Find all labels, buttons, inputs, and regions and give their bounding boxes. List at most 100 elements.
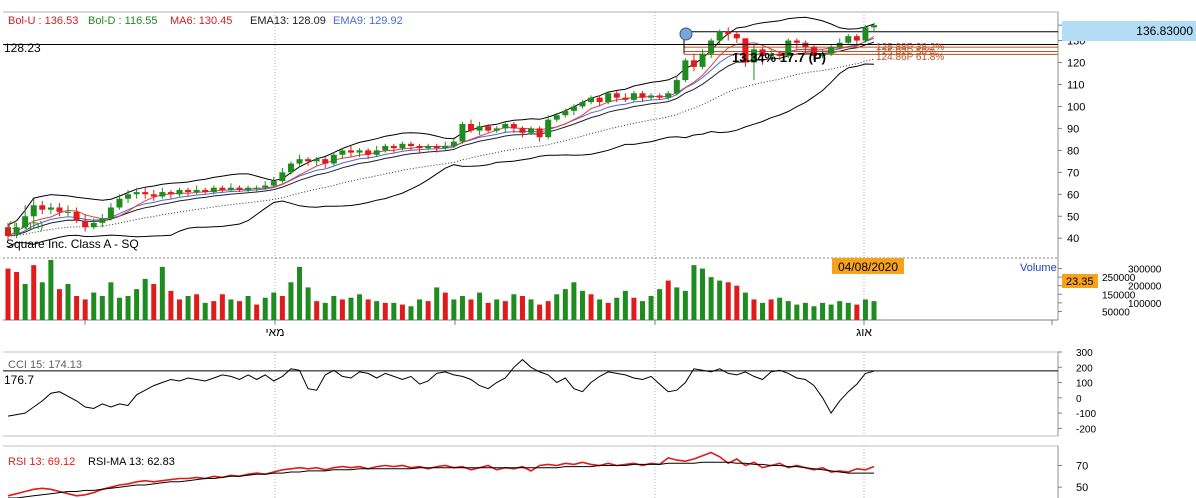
volume-bar-64 <box>554 294 560 320</box>
candle-body-39 <box>339 150 346 155</box>
candle-body-73 <box>630 93 637 100</box>
candle-body-66 <box>570 106 577 111</box>
price-reference-value: 128.23 <box>4 41 41 55</box>
left-marker-label: (1 תנא) <box>8 220 43 232</box>
volume-bar-42 <box>365 299 371 320</box>
volume-bar-28 <box>245 296 251 320</box>
price-candles <box>5 22 877 241</box>
volume-bar-25 <box>219 294 225 320</box>
volume-bar-83 <box>717 280 723 320</box>
volume-bar-77 <box>665 280 671 320</box>
candle-body-26 <box>227 187 234 190</box>
price-tick-label-90: 90 <box>1067 123 1079 135</box>
candle-body-61 <box>528 128 535 133</box>
volume-bar-11 <box>99 296 105 320</box>
volume-bar-76 <box>657 289 663 320</box>
price-legend: Bol-U : 136.53 Bol-D : 116.55 MA6: 130.4… <box>8 15 403 27</box>
volume-bar-69 <box>597 299 603 320</box>
candle-body-89 <box>768 53 775 56</box>
candle-body-30 <box>262 185 269 188</box>
candle-body-77 <box>665 93 672 98</box>
volume-bar-90 <box>777 297 783 320</box>
volume-bar-12 <box>108 282 114 320</box>
legend-bol-d: Bol-D : 116.55 <box>88 15 158 27</box>
candle-body-2 <box>22 216 29 228</box>
candle-body-82 <box>708 40 715 54</box>
candle-body-70 <box>605 93 612 103</box>
volume-bar-4 <box>39 282 45 320</box>
volume-title: Volume <box>1020 262 1057 274</box>
candle-body-78 <box>673 80 680 94</box>
volume-bar-45 <box>391 302 397 320</box>
candle-body-98 <box>845 36 852 43</box>
volume-bar-6 <box>56 289 62 320</box>
volume-bar-55 <box>477 292 483 320</box>
candle-body-44 <box>382 145 389 151</box>
candle-body-13 <box>116 198 123 208</box>
candle-body-36 <box>313 159 320 162</box>
candle-body-35 <box>305 159 312 162</box>
candle-body-72 <box>622 97 629 100</box>
ema13-line <box>7 41 875 237</box>
candle-body-22 <box>193 189 200 193</box>
candle-body-52 <box>450 141 457 146</box>
volume-bar-47 <box>408 306 414 320</box>
cci-tick-label-3: 0 <box>1076 394 1082 405</box>
instrument-label: Square Inc. Class A - SQ <box>6 237 139 251</box>
candle-body-27 <box>236 187 243 190</box>
bollinger-lower-line <box>7 63 875 248</box>
candle-body-56 <box>485 126 492 131</box>
candle-body-54 <box>468 124 475 131</box>
candle-body-63 <box>545 119 552 138</box>
price-tick-label-60: 60 <box>1067 189 1079 201</box>
volume-bar-29 <box>254 304 260 320</box>
volume-tick-label-300000: 300000 <box>1128 265 1162 276</box>
candle-body-80 <box>690 60 697 67</box>
rsi-legend: RSI 13: 69.12 <box>8 456 75 468</box>
candle-body-55 <box>476 126 483 131</box>
volume-bar-85 <box>734 285 740 320</box>
volume-bar-36 <box>314 301 320 320</box>
cci-tick-label-1: 200 <box>1076 363 1093 374</box>
volume-bar-1 <box>14 272 20 320</box>
volume-bar-78 <box>674 287 680 320</box>
candle-body-99 <box>853 36 860 41</box>
candle-body-37 <box>322 159 329 164</box>
volume-bar-68 <box>588 294 594 320</box>
volume-bar-9 <box>82 299 88 320</box>
candle-body-10 <box>90 222 97 228</box>
volume-bar-23 <box>202 302 208 320</box>
volume-bar-15 <box>134 289 140 320</box>
candle-body-51 <box>442 145 449 149</box>
candle-body-40 <box>347 150 354 153</box>
cci-tick-label-0: 300 <box>1076 348 1093 359</box>
candle-body-32 <box>279 172 286 182</box>
volume-bar-5 <box>48 260 54 320</box>
candle-body-38 <box>330 154 337 164</box>
cci-tick-label-5: -200 <box>1076 424 1096 435</box>
legend-ma6: MA6: 130.45 <box>170 15 232 27</box>
candle-body-49 <box>425 145 432 149</box>
rsi-ma-legend: RSI-MA 13: 62.83 <box>88 456 175 468</box>
candle-body-4 <box>39 205 46 210</box>
candle-body-41 <box>356 150 363 153</box>
candle-body-24 <box>210 187 217 193</box>
candle-body-6 <box>56 207 63 212</box>
volume-bar-70 <box>605 302 611 320</box>
price-tick-label-80: 80 <box>1067 145 1079 157</box>
candle-body-83 <box>716 31 723 41</box>
volume-bar-8 <box>74 296 80 320</box>
candle-body-84 <box>725 31 732 34</box>
x-label-may: מאי <box>266 325 285 339</box>
volume-bar-65 <box>562 289 568 320</box>
volume-bar-0 <box>5 268 11 320</box>
candle-body-88 <box>759 49 766 56</box>
candle-body-42 <box>365 150 372 155</box>
volume-last-badge: 23.35 <box>1066 276 1094 288</box>
candle-body-14 <box>125 194 132 199</box>
volume-bar-33 <box>288 282 294 320</box>
volume-bars <box>5 260 877 320</box>
candle-body-65 <box>562 110 569 116</box>
volume-bar-80 <box>691 265 697 320</box>
